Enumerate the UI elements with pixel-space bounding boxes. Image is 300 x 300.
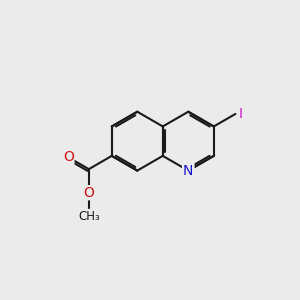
Text: CH₃: CH₃ xyxy=(78,210,100,223)
Text: I: I xyxy=(239,107,243,121)
Text: N: N xyxy=(183,164,194,178)
Text: O: O xyxy=(63,150,74,164)
Text: O: O xyxy=(83,186,94,200)
